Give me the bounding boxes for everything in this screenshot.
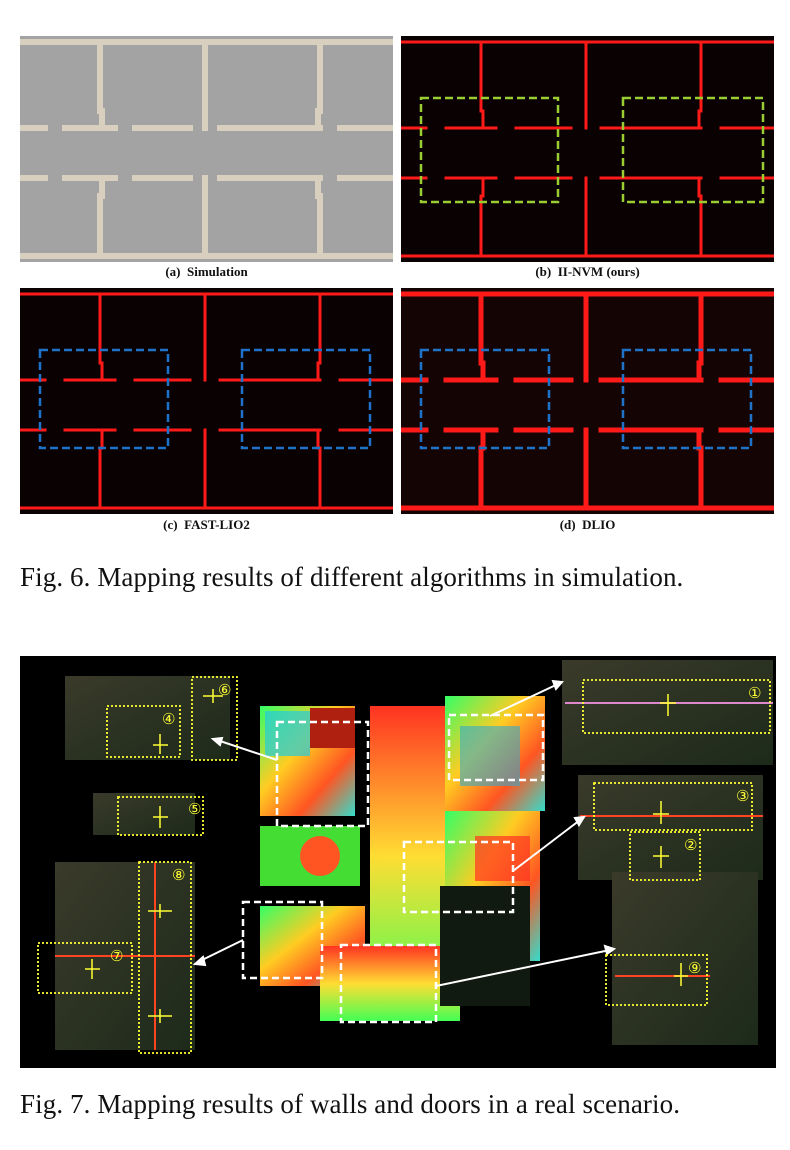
marker-7: ⑦ xyxy=(110,947,123,965)
marker-3: ③ xyxy=(736,787,749,805)
panel-ii-nvm xyxy=(401,36,774,262)
panel-simulation xyxy=(20,36,393,262)
subcaption-c: (c) FAST-LIO2 xyxy=(163,517,250,532)
figure-6-caption: Fig. 6. Mapping results of different alg… xyxy=(20,562,684,592)
fast-lio2-map-image xyxy=(20,288,393,514)
roi-box xyxy=(402,840,515,914)
panel-fast-lio2 xyxy=(20,288,393,514)
dlio-map-image xyxy=(401,288,774,514)
roi-box xyxy=(339,943,438,1024)
ii-nvm-map-image xyxy=(401,36,774,262)
real-scenario-map: ① ② ③ ④ ⑤ ⑥ ⑦ ⑧ ⑨ xyxy=(37,660,773,1054)
roi-boxes xyxy=(241,713,545,1024)
figure-7-caption: Fig. 7. Mapping results of walls and doo… xyxy=(20,1089,681,1119)
subcaption-b: (b) II-NVM (ours) xyxy=(535,264,640,279)
measure-ticks xyxy=(85,689,688,1023)
marker-labels: ① ② ③ ④ ⑤ ⑥ ⑦ ⑧ ⑨ xyxy=(110,681,761,977)
simulation-floorplan-image xyxy=(20,36,393,262)
marker-9: ⑨ xyxy=(688,959,701,977)
figure-7-image: ① ② ③ ④ ⑤ ⑥ ⑦ ⑧ ⑨ xyxy=(20,656,776,1068)
panel-dlio xyxy=(401,288,774,514)
marker-6: ⑥ xyxy=(218,681,231,699)
comparison-box xyxy=(240,348,372,450)
marker-1: ① xyxy=(748,684,761,702)
highlight-boxes xyxy=(37,676,771,1054)
marker-2: ② xyxy=(684,836,697,854)
marker-8: ⑧ xyxy=(172,866,185,884)
arrows xyxy=(192,679,617,987)
roi-box xyxy=(241,900,324,980)
comparison-box xyxy=(621,96,765,204)
comparison-box xyxy=(38,348,170,450)
marker-4: ④ xyxy=(162,710,175,728)
marker-5: ⑤ xyxy=(188,800,201,818)
roi-box xyxy=(275,720,370,828)
comparison-box xyxy=(419,348,551,450)
subcaption-d: (d) DLIO xyxy=(559,517,616,532)
roi-box xyxy=(447,713,545,782)
subcaption-a: (a) Simulation xyxy=(165,264,248,279)
point-cloud-map xyxy=(260,696,545,1021)
comparison-box xyxy=(621,348,753,450)
